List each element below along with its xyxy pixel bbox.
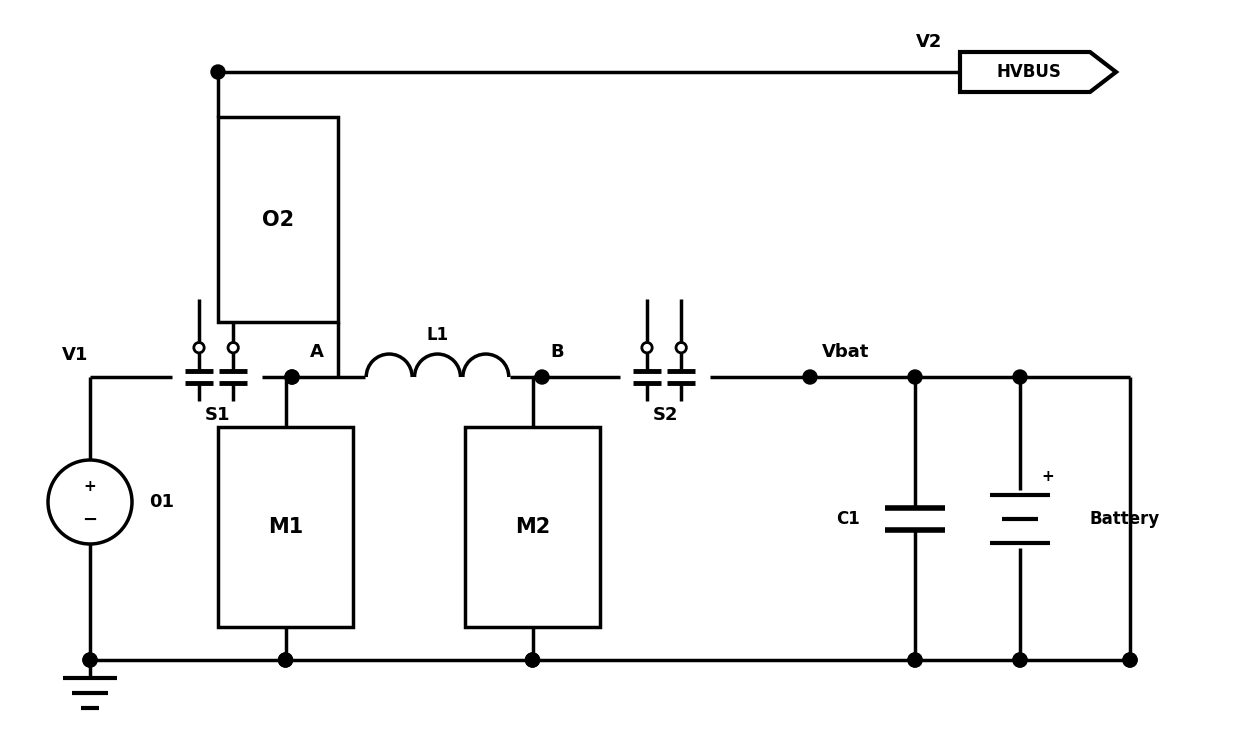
Circle shape (279, 653, 293, 667)
Circle shape (285, 370, 299, 384)
Text: V2: V2 (915, 33, 942, 51)
Text: M2: M2 (515, 517, 551, 537)
Circle shape (908, 370, 923, 384)
Text: +: + (1042, 469, 1054, 484)
Circle shape (526, 653, 539, 667)
Circle shape (1013, 653, 1027, 667)
Text: M1: M1 (268, 517, 303, 537)
Text: HVBUS: HVBUS (997, 63, 1061, 81)
Text: L1: L1 (427, 326, 449, 344)
Bar (218, 117, 339, 322)
Circle shape (804, 370, 817, 384)
Circle shape (1123, 653, 1137, 667)
Text: B: B (551, 343, 564, 361)
Circle shape (1013, 370, 1027, 384)
Circle shape (83, 653, 97, 667)
Text: A: A (310, 343, 324, 361)
Text: +: + (83, 479, 97, 493)
Circle shape (285, 370, 299, 384)
Text: S1: S1 (205, 406, 229, 424)
Polygon shape (960, 52, 1116, 92)
Circle shape (908, 653, 923, 667)
Circle shape (1013, 653, 1027, 667)
Text: S2: S2 (652, 406, 678, 424)
Bar (218, 427, 353, 627)
Text: −: − (82, 511, 98, 529)
Text: 01: 01 (150, 493, 175, 511)
Circle shape (83, 653, 97, 667)
Text: Vbat: Vbat (822, 343, 869, 361)
Circle shape (526, 653, 539, 667)
Text: Battery: Battery (1090, 509, 1161, 528)
Circle shape (534, 370, 549, 384)
Circle shape (279, 653, 293, 667)
Text: V1: V1 (62, 346, 88, 364)
Circle shape (1123, 653, 1137, 667)
Text: C1: C1 (836, 509, 861, 528)
Bar (465, 427, 600, 627)
Circle shape (908, 653, 923, 667)
Circle shape (211, 65, 224, 79)
Text: O2: O2 (262, 209, 294, 230)
